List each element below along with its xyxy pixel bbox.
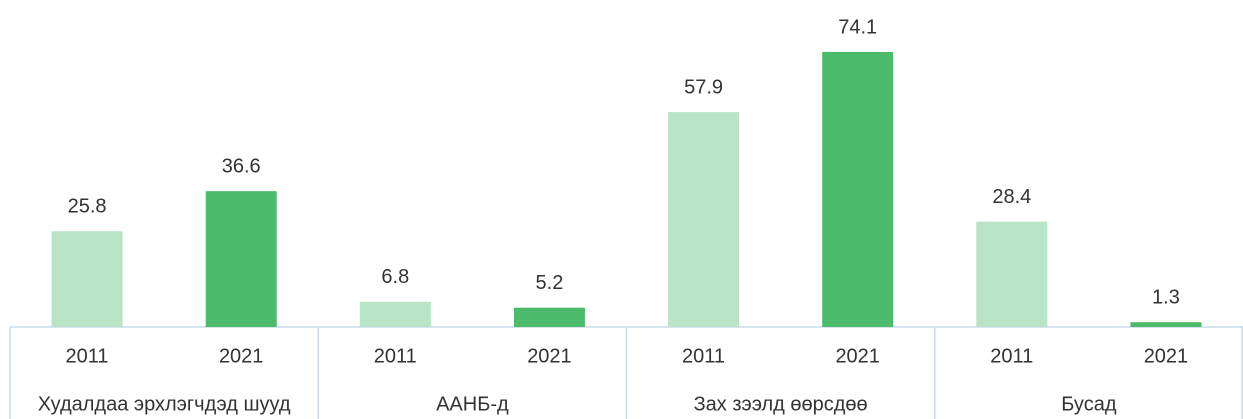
value-label: 28.4 [992, 186, 1031, 208]
value-label: 57.9 [684, 76, 723, 98]
group-label: ААНБ-д [436, 393, 509, 415]
x-tick-label: 2021 [219, 345, 264, 367]
bar [1130, 322, 1202, 327]
group-label: Худалдаа эрхлэгчдэд шууд [38, 393, 291, 415]
bar [976, 221, 1048, 327]
bar [359, 301, 431, 327]
value-label: 5.2 [536, 272, 564, 294]
x-tick-label: 2011 [66, 345, 109, 367]
value-label: 74.1 [838, 16, 877, 38]
x-tick-label: 2011 [374, 345, 417, 367]
bar [668, 112, 740, 327]
group-label: Бусад [1061, 393, 1117, 415]
bar [822, 52, 894, 327]
group-label: Зах зээлд өөрсдөө [694, 393, 868, 415]
bar [513, 307, 585, 327]
x-tick-label: 2011 [990, 345, 1033, 367]
x-tick-label: 2021 [1144, 345, 1189, 367]
x-tick-label: 2011 [682, 345, 725, 367]
bar [51, 231, 123, 327]
value-label: 6.8 [381, 266, 409, 288]
x-tick-label: 2021 [527, 345, 572, 367]
value-label: 1.3 [1152, 286, 1180, 308]
x-tick-label: 2021 [835, 345, 880, 367]
value-label: 36.6 [222, 155, 261, 177]
value-label: 25.8 [68, 196, 107, 218]
bar [205, 191, 277, 327]
